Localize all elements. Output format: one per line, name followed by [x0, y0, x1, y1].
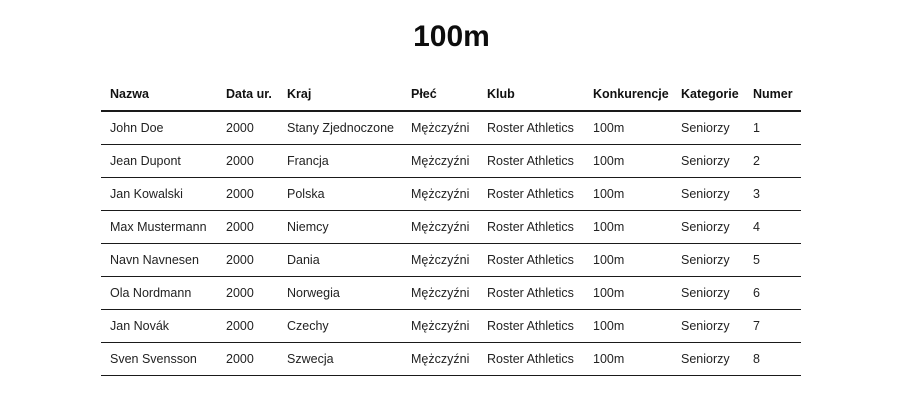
cell-country: Stany Zjednoczone	[278, 111, 402, 145]
header-birth-date: Data ur.	[217, 77, 278, 112]
cell-club: Roster Athletics	[478, 177, 584, 211]
cell-birth-date: 2000	[217, 177, 278, 211]
cell-club: Roster Athletics	[478, 144, 584, 178]
cell-category: Seniorzy	[672, 177, 744, 211]
header-name: Nazwa	[101, 77, 217, 112]
cell-events: 100m	[584, 309, 672, 343]
cell-number: 2	[744, 144, 801, 178]
cell-name: Jan Kowalski	[101, 177, 217, 211]
header-number: Numer	[744, 77, 801, 112]
cell-birth-date: 2000	[217, 342, 278, 376]
table-row: Max Mustermann 2000 Niemcy Mężczyźni Ros…	[101, 210, 801, 244]
cell-birth-date: 2000	[217, 210, 278, 244]
cell-club: Roster Athletics	[478, 243, 584, 277]
page-title: 100m	[413, 20, 490, 53]
cell-name: Ola Nordmann	[101, 276, 217, 310]
cell-name: Navn Navnesen	[101, 243, 217, 277]
cell-birth-date: 2000	[217, 276, 278, 310]
cell-sex: Mężczyźni	[402, 210, 478, 244]
cell-club: Roster Athletics	[478, 111, 584, 145]
cell-events: 100m	[584, 111, 672, 145]
cell-number: 5	[744, 243, 801, 277]
cell-country: Norwegia	[278, 276, 402, 310]
cell-country: Polska	[278, 177, 402, 211]
athlete-table: Nazwa Data ur. Kraj Płeć Klub Konkurencj…	[101, 77, 801, 376]
table-row: Navn Navnesen 2000 Dania Mężczyźni Roste…	[101, 243, 801, 277]
table-row: Sven Svensson 2000 Szwecja Mężczyźni Ros…	[101, 342, 801, 376]
cell-events: 100m	[584, 276, 672, 310]
header-row: Nazwa Data ur. Kraj Płeć Klub Konkurencj…	[101, 77, 801, 112]
cell-category: Seniorzy	[672, 243, 744, 277]
cell-number: 3	[744, 177, 801, 211]
cell-category: Seniorzy	[672, 144, 744, 178]
cell-club: Roster Athletics	[478, 276, 584, 310]
cell-number: 1	[744, 111, 801, 145]
cell-sex: Mężczyźni	[402, 177, 478, 211]
cell-country: Szwecja	[278, 342, 402, 376]
table-row: John Doe 2000 Stany Zjednoczone Mężczyźn…	[101, 111, 801, 145]
cell-name: Jean Dupont	[101, 144, 217, 178]
cell-sex: Mężczyźni	[402, 111, 478, 145]
cell-number: 6	[744, 276, 801, 310]
cell-events: 100m	[584, 342, 672, 376]
cell-number: 8	[744, 342, 801, 376]
cell-club: Roster Athletics	[478, 309, 584, 343]
cell-category: Seniorzy	[672, 210, 744, 244]
cell-category: Seniorzy	[672, 276, 744, 310]
table-body: John Doe 2000 Stany Zjednoczone Mężczyźn…	[101, 111, 801, 376]
cell-birth-date: 2000	[217, 309, 278, 343]
cell-name: Jan Novák	[101, 309, 217, 343]
cell-name: Sven Svensson	[101, 342, 217, 376]
cell-country: Francja	[278, 144, 402, 178]
header-events: Konkurencje	[584, 77, 672, 112]
cell-club: Roster Athletics	[478, 342, 584, 376]
cell-birth-date: 2000	[217, 144, 278, 178]
cell-number: 7	[744, 309, 801, 343]
header-country: Kraj	[278, 77, 402, 112]
cell-events: 100m	[584, 177, 672, 211]
cell-birth-date: 2000	[217, 243, 278, 277]
cell-number: 4	[744, 210, 801, 244]
cell-name: John Doe	[101, 111, 217, 145]
cell-sex: Mężczyźni	[402, 243, 478, 277]
table-row: Jan Kowalski 2000 Polska Mężczyźni Roste…	[101, 177, 801, 211]
cell-sex: Mężczyźni	[402, 144, 478, 178]
header-sex: Płeć	[402, 77, 478, 112]
cell-club: Roster Athletics	[478, 210, 584, 244]
cell-events: 100m	[584, 243, 672, 277]
cell-name: Max Mustermann	[101, 210, 217, 244]
cell-category: Seniorzy	[672, 111, 744, 145]
header-club: Klub	[478, 77, 584, 112]
cell-sex: Mężczyźni	[402, 342, 478, 376]
cell-country: Czechy	[278, 309, 402, 343]
cell-sex: Mężczyźni	[402, 309, 478, 343]
cell-country: Dania	[278, 243, 402, 277]
cell-category: Seniorzy	[672, 342, 744, 376]
table-header: Nazwa Data ur. Kraj Płeć Klub Konkurencj…	[101, 77, 801, 112]
cell-birth-date: 2000	[217, 111, 278, 145]
cell-sex: Mężczyźni	[402, 276, 478, 310]
table-row: Jan Novák 2000 Czechy Mężczyźni Roster A…	[101, 309, 801, 343]
table-row: Jean Dupont 2000 Francja Mężczyźni Roste…	[101, 144, 801, 178]
cell-events: 100m	[584, 144, 672, 178]
header-categories: Kategorie	[672, 77, 744, 112]
cell-category: Seniorzy	[672, 309, 744, 343]
table-row: Ola Nordmann 2000 Norwegia Mężczyźni Ros…	[101, 276, 801, 310]
cell-country: Niemcy	[278, 210, 402, 244]
cell-events: 100m	[584, 210, 672, 244]
